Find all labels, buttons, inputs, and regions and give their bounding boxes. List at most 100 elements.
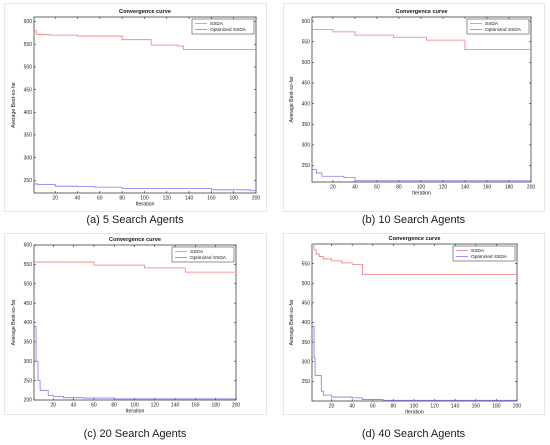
y-tick-label: 250 <box>24 178 33 184</box>
x-tick-label: 60 <box>91 403 97 409</box>
chart-title: Convergence curve <box>119 9 171 15</box>
x-tick-label: 120 <box>163 196 172 202</box>
y-tick-label: 500 <box>302 60 311 66</box>
x-tick-label: 160 <box>191 403 200 409</box>
x-tick-label: 40 <box>71 403 77 409</box>
y-tick-label: 400 <box>302 101 311 107</box>
x-tick-label: 140 <box>451 404 460 410</box>
x-tick-label: 160 <box>483 185 492 191</box>
y-tick-label: 550 <box>302 39 311 45</box>
x-axis-label: Iteration <box>405 410 424 416</box>
series-line-ssda <box>312 243 517 276</box>
legend-label: SSDA <box>190 249 204 255</box>
x-axis-label: Iteration <box>412 191 431 197</box>
plot-area <box>33 16 257 194</box>
y-tick-label: 400 <box>302 320 311 326</box>
y-axis-label: Average Best-so-far <box>289 299 295 345</box>
legend-label: SSDA <box>471 248 485 254</box>
y-axis-label: Average Best-so-far <box>289 76 295 122</box>
x-tick-label: 180 <box>212 403 221 409</box>
x-tick-label: 40 <box>352 185 358 191</box>
x-tick-label: 100 <box>130 403 139 409</box>
y-tick-label: 350 <box>24 340 33 346</box>
x-tick-label: 180 <box>492 404 501 410</box>
x-tick-label: 120 <box>430 404 439 410</box>
y-axis-label: Average Best-so-far <box>11 82 17 128</box>
x-tick-label: 200 <box>527 185 536 191</box>
convergence-chart-d: Convergence curve 20 40 60 80 100 120 140 160 180… <box>289 236 522 416</box>
x-tick-label: 180 <box>230 196 239 202</box>
y-tick-label: 350 <box>302 122 311 128</box>
y-tick-label: 450 <box>302 301 311 307</box>
chart-title: Convergence curve <box>396 9 448 15</box>
x-tick-label: 200 <box>232 403 241 409</box>
caption-a: (a) 5 Search Agents <box>86 214 184 226</box>
y-tick-label: 500 <box>24 281 33 287</box>
x-tick-label: 80 <box>119 196 125 202</box>
x-tick-label: 100 <box>140 196 149 202</box>
x-tick-label: 60 <box>370 404 376 410</box>
y-tick-label: 450 <box>302 81 311 87</box>
x-tick-label: 100 <box>410 404 419 410</box>
x-tick-label: 160 <box>207 196 216 202</box>
x-tick-label: 20 <box>52 196 58 202</box>
series-line-optimized-ssda <box>34 183 257 193</box>
x-tick-label: 80 <box>396 185 402 191</box>
legend-box <box>171 246 235 263</box>
y-tick-label: 450 <box>24 87 33 93</box>
legend-box <box>191 18 255 35</box>
series-line-ssda <box>34 261 237 274</box>
y-tick-label: 400 <box>24 110 33 116</box>
convergence-chart-a: Convergence curve 20 40 60 80 100 120 140 160 180… <box>11 9 260 208</box>
x-axis-label: Iteration <box>136 202 155 208</box>
series-line-optimized-ssda <box>312 326 517 401</box>
chart-title: Convergence curve <box>109 237 161 243</box>
legend-label: Optimized SSDA <box>190 255 227 261</box>
y-tick-label: 450 <box>24 301 33 307</box>
x-tick-label: 20 <box>51 403 57 409</box>
y-axis-label: Average Best-so-far <box>11 299 17 345</box>
x-tick-label: 140 <box>461 185 470 191</box>
y-tick-label: 300 <box>24 359 33 365</box>
y-tick-label: 500 <box>302 281 311 287</box>
series-line-ssda <box>34 30 256 51</box>
y-tick-label: 200 <box>24 398 33 404</box>
legend-label: SSDA <box>485 21 499 27</box>
x-tick-label: 140 <box>185 196 194 202</box>
plot-area <box>33 244 237 401</box>
x-tick-label: 100 <box>417 185 426 191</box>
x-tick-label: 60 <box>374 185 380 191</box>
caption-b: (b) 10 Search Agents <box>361 214 466 226</box>
y-tick-label: 300 <box>24 155 33 161</box>
x-tick-label: 120 <box>439 185 448 191</box>
legend-label: Optimized SSDA <box>210 27 247 33</box>
legend-label: Optimized SSDA <box>485 27 522 33</box>
legend-label: Optimized SSDA <box>471 254 508 260</box>
x-tick-label: 20 <box>329 404 335 410</box>
y-tick-label: 250 <box>302 379 311 385</box>
x-tick-label: 60 <box>97 196 103 202</box>
y-tick-label: 350 <box>24 133 33 139</box>
plot-area <box>311 16 532 183</box>
plot-area <box>311 243 518 402</box>
y-tick-label: 500 <box>24 65 33 71</box>
y-tick-label: 550 <box>302 261 311 267</box>
y-tick-label: 300 <box>302 143 311 149</box>
x-tick-label: 120 <box>151 403 160 409</box>
legend-label: SSDA <box>210 21 224 27</box>
chart-title: Convergence curve <box>389 236 441 242</box>
legend-box <box>466 18 530 35</box>
x-tick-label: 20 <box>330 185 336 191</box>
y-tick-label: 350 <box>302 340 311 346</box>
x-tick-label: 40 <box>349 404 355 410</box>
x-tick-label: 200 <box>513 404 522 410</box>
y-tick-label: 600 <box>302 19 311 25</box>
x-tick-label: 40 <box>75 196 81 202</box>
y-tick-label: 550 <box>24 262 33 268</box>
series-line-optimized-ssda <box>34 325 236 400</box>
x-axis-label: Iteration <box>126 409 145 415</box>
caption-c: (c) 20 Search Agents <box>83 428 187 440</box>
x-tick-label: 80 <box>111 403 117 409</box>
y-tick-label: 250 <box>302 163 311 169</box>
y-tick-label: 400 <box>24 320 33 326</box>
